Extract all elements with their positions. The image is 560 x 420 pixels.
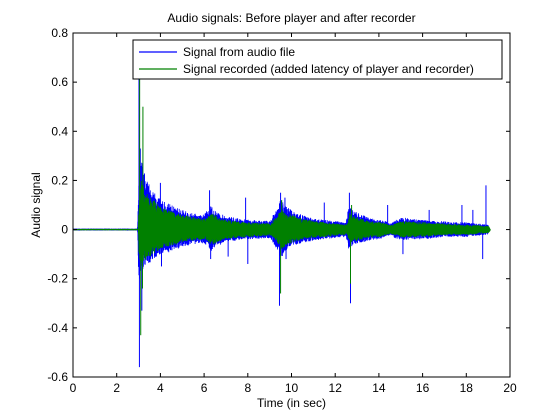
series-layer [72,62,491,368]
y-tick-label: 0.2 [51,173,68,187]
x-tick-label: 6 [201,381,208,395]
x-tick-label: 4 [157,381,164,395]
y-tick-label: 0.6 [51,75,68,89]
x-tick-label: 0 [70,381,77,395]
x-tick-label: 12 [329,381,343,395]
x-tick-label: 14 [372,381,386,395]
y-tick-label: -0.6 [47,370,68,384]
y-tick-label: 0 [61,223,68,237]
y-tick-label: 0.8 [51,26,68,40]
x-tick-label: 20 [503,381,517,395]
legend-label-audio-file: Signal from audio file [183,45,295,59]
axis-ticks: 0 2 4 6 8 10 12 14 16 18 20 -0.6 -0.4 -0.2 0 0.2 0.4 0.6 0… [47,26,517,395]
legend-box [132,39,503,80]
x-tick-label: 16 [416,381,430,395]
x-tick-label: 8 [244,381,251,395]
x-axis-label: Time (in sec) [257,396,326,410]
x-tick-label: 18 [460,381,474,395]
y-axis-label: Audio signal [29,172,43,237]
legend: Signal from audio file Signal recorded (… [132,39,503,80]
x-tick-label: 2 [113,381,120,395]
chart-title: Audio signals: Before player and after r… [167,11,415,25]
legend-label-recorded: Signal recorded (added latency of player… [183,62,474,76]
y-tick-label: -0.4 [47,321,68,335]
y-tick-label: -0.2 [47,272,68,286]
x-tick-label: 10 [285,381,299,395]
y-tick-label: 0.4 [51,124,68,138]
